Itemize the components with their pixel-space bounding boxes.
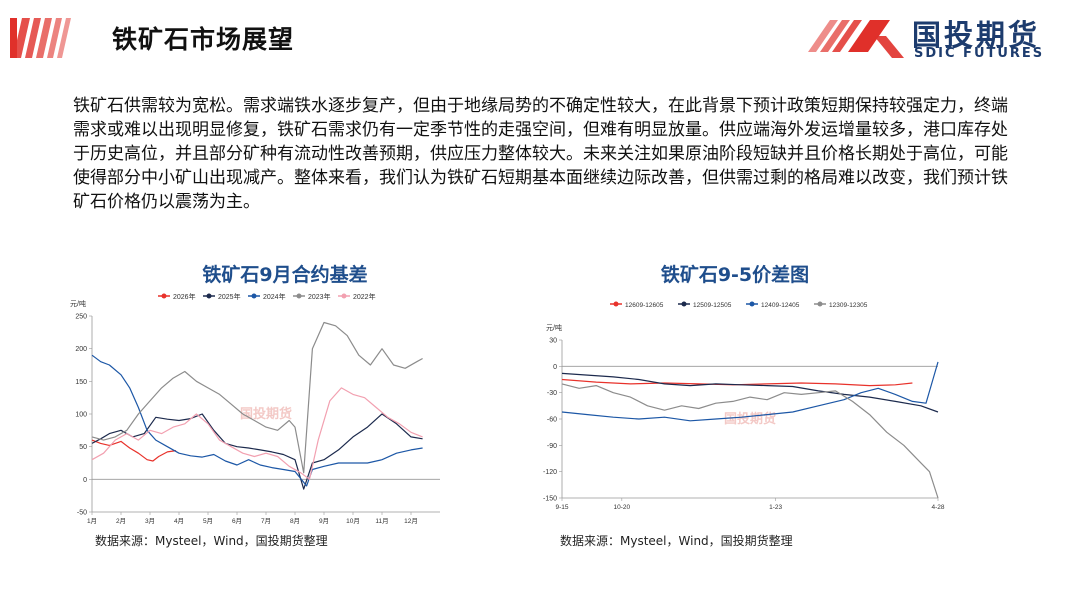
legend-item-2026年: 2026年 bbox=[158, 292, 196, 301]
series-line-12509-12505 bbox=[561, 372, 939, 413]
legend-label: 12409-12405 bbox=[761, 302, 800, 309]
x-tick-label: 1月 bbox=[87, 517, 97, 525]
y-tick-label: -30 bbox=[547, 390, 557, 397]
series-line-2022年 bbox=[91, 387, 423, 480]
header-stripes-decoration bbox=[10, 18, 71, 58]
y-tick-label: -60 bbox=[547, 417, 557, 424]
y-tick-label: 250 bbox=[75, 314, 87, 321]
data-source-note-left: 数据来源：Mysteel，Wind，国投期货整理 bbox=[95, 534, 328, 548]
y-tick-label: 200 bbox=[75, 346, 87, 353]
legend-label: 12609-12605 bbox=[625, 302, 664, 309]
legend-marker bbox=[749, 301, 755, 307]
series-line-12609-12605 bbox=[561, 378, 913, 387]
y-axis-unit-label: 元/吨 bbox=[70, 299, 86, 308]
legend-label: 12309-12305 bbox=[829, 302, 868, 309]
series-line-2024年 bbox=[91, 354, 423, 487]
legend-item-2024年: 2024年 bbox=[248, 292, 286, 301]
x-tick-label: 4月 bbox=[174, 517, 184, 525]
legend-marker bbox=[161, 293, 167, 299]
legend-marker bbox=[251, 293, 257, 299]
legend-marker bbox=[681, 301, 687, 307]
chart-title-basis: 铁矿石9月合约基差 bbox=[202, 264, 368, 286]
y-tick-label: -50 bbox=[77, 510, 87, 517]
x-tick-label: 9-15 bbox=[555, 504, 568, 511]
legend-item-12609-12605: 12609-12605 bbox=[610, 301, 664, 309]
y-tick-label: -150 bbox=[543, 496, 557, 503]
x-tick-label: 5月 bbox=[203, 517, 213, 525]
y-tick-label: 30 bbox=[549, 338, 557, 345]
legend-item-12409-12405: 12409-12405 bbox=[746, 301, 800, 309]
series-line-12409-12405 bbox=[561, 361, 939, 422]
legend-label: 2023年 bbox=[308, 292, 331, 301]
legend-item-12309-12305: 12309-12305 bbox=[814, 301, 868, 309]
page-title: 铁矿石市场展望 bbox=[112, 25, 295, 54]
series-line-12309-12305 bbox=[561, 383, 939, 499]
x-tick-label: 1-23 bbox=[769, 504, 782, 511]
y-tick-label: 0 bbox=[83, 477, 87, 484]
y-tick-label: -90 bbox=[547, 443, 557, 450]
data-source-note-right: 数据来源：Mysteel，Wind，国投期货整理 bbox=[560, 534, 793, 548]
legend-marker bbox=[206, 293, 212, 299]
x-tick-label: 12月 bbox=[404, 517, 418, 525]
legend-item-12509-12505: 12509-12505 bbox=[678, 301, 732, 309]
series-line-2026年 bbox=[91, 439, 177, 462]
x-tick-label: 7月 bbox=[261, 517, 271, 525]
y-tick-label: -120 bbox=[543, 469, 557, 476]
legend-label: 2026年 bbox=[173, 292, 196, 301]
logo-chinese-text: 国投期货 bbox=[912, 18, 1041, 52]
sdic-logo-icon bbox=[808, 20, 904, 58]
x-tick-label: 4-28 bbox=[931, 504, 944, 511]
x-tick-label: 9月 bbox=[319, 517, 329, 525]
series-line-2023年 bbox=[91, 321, 423, 474]
logo-english-text: SDIC FUTURES bbox=[914, 46, 1045, 61]
x-tick-label: 10月 bbox=[346, 517, 360, 525]
watermark-text: 国投期货 bbox=[724, 411, 776, 426]
y-tick-label: 0 bbox=[553, 364, 557, 371]
y-tick-label: 150 bbox=[75, 379, 87, 386]
series-line-2025年 bbox=[91, 413, 423, 490]
legend-item-2025年: 2025年 bbox=[203, 292, 241, 301]
summary-paragraph: 铁矿石供需较为宽松。需求端铁水逐步复产，但由于地缘局势的不确定性较大，在此背景下… bbox=[73, 96, 1008, 212]
x-tick-label: 2月 bbox=[116, 517, 126, 525]
y-axis-unit-label: 元/吨 bbox=[546, 323, 562, 332]
legend-marker bbox=[817, 301, 823, 307]
x-tick-label: 3月 bbox=[145, 517, 155, 525]
x-tick-label: 10-20 bbox=[614, 504, 631, 511]
legend-marker bbox=[296, 293, 302, 299]
spread-line-chart: 国投期货 12609-12605 12509-12505 12409-12405 123… bbox=[543, 301, 945, 511]
y-tick-label: 100 bbox=[75, 412, 87, 419]
legend-item-2023年: 2023年 bbox=[293, 292, 331, 301]
legend-label: 2024年 bbox=[263, 292, 286, 301]
legend-marker bbox=[613, 301, 619, 307]
legend-label: 2025年 bbox=[218, 292, 241, 301]
watermark-text: 国投期货 bbox=[240, 406, 292, 421]
legend-marker bbox=[341, 293, 347, 299]
x-tick-label: 8月 bbox=[290, 517, 300, 525]
chart-title-spread: 铁矿石9-5价差图 bbox=[660, 264, 810, 286]
x-tick-label: 11月 bbox=[375, 517, 388, 525]
legend-label: 12509-12505 bbox=[693, 302, 732, 309]
x-tick-label: 6月 bbox=[232, 517, 242, 525]
legend-label: 2022年 bbox=[353, 292, 376, 301]
y-tick-label: 50 bbox=[79, 444, 87, 451]
legend-item-2022年: 2022年 bbox=[338, 292, 376, 301]
